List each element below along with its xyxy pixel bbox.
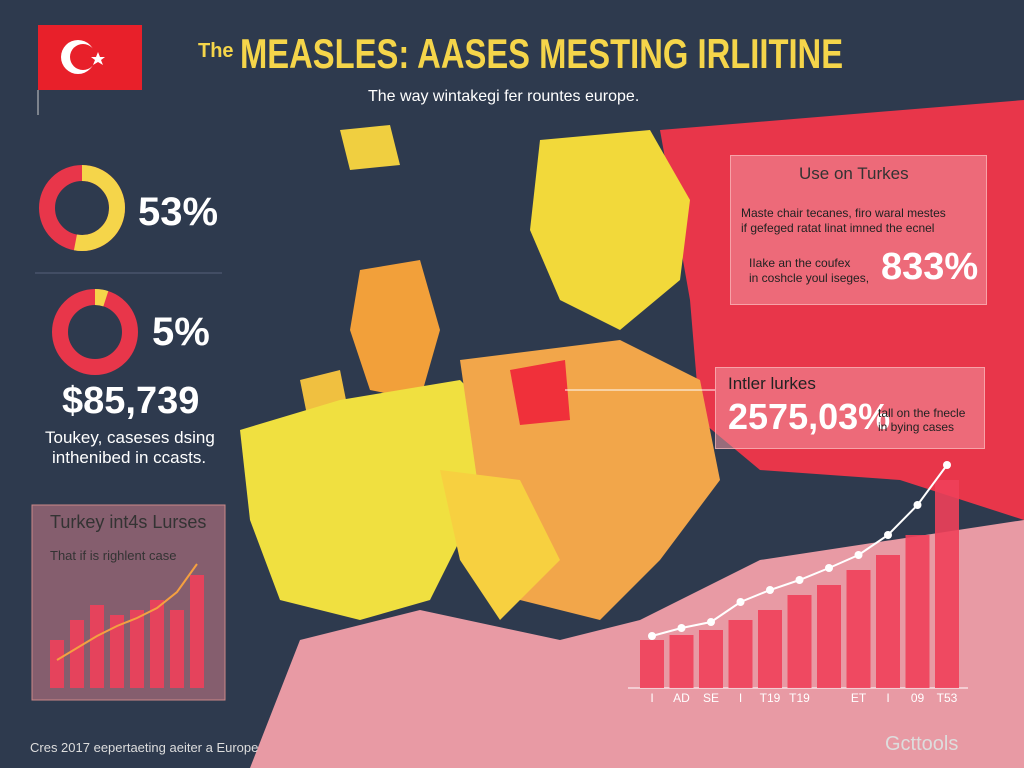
box-big: 2575,03% <box>728 396 891 437</box>
bar <box>846 570 871 688</box>
title-prefix: The <box>198 40 234 62</box>
bar <box>699 630 723 688</box>
bar <box>190 575 204 688</box>
x-tick-label: T53 <box>937 691 958 705</box>
line-point <box>795 576 804 584</box>
bar <box>669 635 694 688</box>
line-point <box>854 551 863 559</box>
legend: That if is righlent case <box>50 548 177 563</box>
source: Cres 2017 eepertaeting aeiter a Europe <box>30 740 259 755</box>
x-tick-label: I <box>650 691 653 705</box>
amount: $85,739 <box>62 380 200 422</box>
bar <box>170 610 184 688</box>
stat-label: 53% <box>138 190 219 234</box>
x-tick-label: T19 <box>760 691 781 705</box>
box-text: if gefeged ratat linat imned the ecnel <box>741 221 935 235</box>
x-tick-label: I <box>886 691 889 705</box>
line-point <box>943 461 951 469</box>
x-tick-label: ET <box>851 691 867 705</box>
x-tick-label: 09 <box>911 691 925 705</box>
box-text: in bying cases <box>878 420 955 434</box>
bar <box>110 615 124 688</box>
logo: Gcttools <box>885 733 959 755</box>
box-text: IIake an the coufex <box>749 256 851 270</box>
bar <box>817 585 841 688</box>
line-point <box>913 501 922 509</box>
bar <box>758 610 782 688</box>
stat-label: 5% <box>152 310 210 354</box>
bar <box>150 600 164 688</box>
subtitle: The way wintakegi fer rountes europe. <box>368 88 640 105</box>
small-chart-title: Turkey int4s Lurses <box>50 512 207 532</box>
line-point <box>648 632 656 640</box>
x-tick-label: I <box>739 691 742 705</box>
info-box: Intler lurkes 2575,03% tall on the fnecl… <box>715 367 985 449</box>
line-point <box>884 531 892 539</box>
bar <box>935 480 959 688</box>
line-point <box>825 564 833 572</box>
box-title: Intler lurkes <box>728 374 816 393</box>
x-tick-label: SE <box>703 691 719 705</box>
x-tick-label: AD <box>673 691 690 705</box>
bar <box>876 555 900 688</box>
bar <box>130 610 144 688</box>
title: MEASLES: AASES MESTING IRLIITINE <box>240 30 844 77</box>
donut-arc <box>73 165 125 251</box>
box-text: Maste chair tecanes, firo waral mestes <box>741 206 946 220</box>
line-point <box>677 624 686 632</box>
x-tick-label: T19 <box>789 691 810 705</box>
line-point <box>707 618 715 626</box>
box-title: Use on Turkes <box>799 164 909 183</box>
line-point <box>766 586 774 594</box>
amount-text: inthenibed in ccasts. <box>52 448 207 467</box>
box-text: in coshcle youl iseges, <box>749 271 870 285</box>
bar <box>70 620 84 688</box>
bar <box>787 595 812 688</box>
bar <box>728 620 753 688</box>
bar <box>905 535 930 688</box>
donut-base <box>52 289 138 375</box>
info-box: Use on Turkes Maste chair tecanes, firo … <box>730 155 987 305</box>
donut-arc <box>94 289 109 307</box>
box-text: tall on the fnecle <box>878 406 966 420</box>
trend-line <box>56 563 198 661</box>
amount-text: Toukey, caseses dsing <box>45 428 215 447</box>
line-point <box>736 598 745 606</box>
box-big: 833% <box>881 246 979 288</box>
bar <box>640 640 664 688</box>
bar <box>90 605 104 688</box>
bar <box>50 640 64 688</box>
